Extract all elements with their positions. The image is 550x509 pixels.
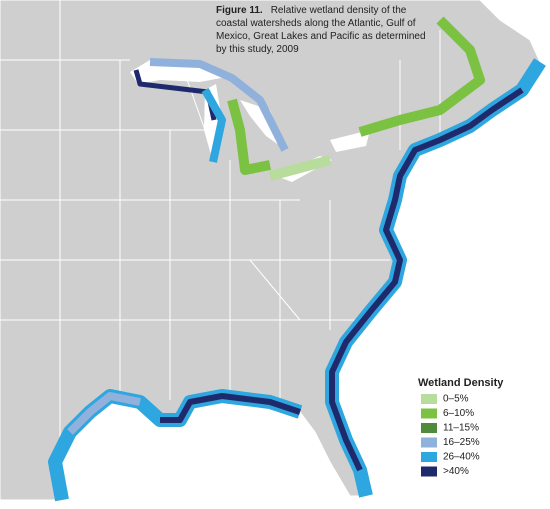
legend-title: Wetland Density — [418, 377, 504, 389]
legend-label: >40% — [443, 466, 469, 477]
figure-label: Figure 11. — [216, 5, 263, 16]
legend-swatch — [421, 452, 437, 462]
caption: Figure 11. Relative wetland density of th… — [216, 4, 431, 56]
legend-label: 11–15% — [443, 423, 479, 434]
legend-swatch — [421, 466, 437, 477]
legend-label: 16–25% — [443, 437, 480, 448]
legend-swatch — [421, 394, 437, 404]
legend-label: 26–40% — [443, 452, 480, 463]
legend-label: 6–10% — [443, 408, 474, 419]
legend-swatch — [421, 423, 437, 433]
legend-swatch — [421, 437, 437, 448]
legend: 0–5% 6–10% 11–15% 16–25% 26–40% >40% — [421, 394, 480, 477]
state-lines — [0, 0, 440, 500]
legend-swatch — [421, 408, 437, 419]
legend-label: 0–5% — [443, 394, 469, 405]
figure-caption: Relative wetland density of the coastal … — [216, 5, 426, 55]
coastal-wetlands — [48, 16, 546, 502]
